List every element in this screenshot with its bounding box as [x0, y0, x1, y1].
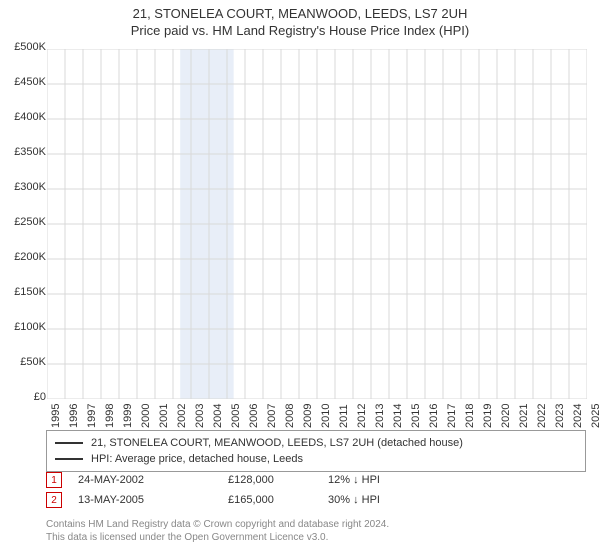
chart-titles: 21, STONELEA COURT, MEANWOOD, LEEDS, LS7… — [0, 0, 600, 38]
footer: Contains HM Land Registry data © Crown c… — [46, 518, 586, 544]
x-tick-label: 2015 — [410, 404, 422, 428]
x-tick-label: 2006 — [248, 404, 260, 428]
tx-date-2: 13-MAY-2005 — [78, 494, 228, 506]
x-tick-label: 2019 — [482, 404, 494, 428]
footer-line-1: Contains HM Land Registry data © Crown c… — [46, 518, 586, 531]
chart-container: 21, STONELEA COURT, MEANWOOD, LEEDS, LS7… — [0, 0, 600, 560]
legend: 21, STONELEA COURT, MEANWOOD, LEEDS, LS7… — [46, 430, 586, 472]
legend-label-property: 21, STONELEA COURT, MEANWOOD, LEEDS, LS7… — [91, 435, 463, 451]
table-row: 2 13-MAY-2005 £165,000 30% ↓ HPI — [46, 490, 586, 510]
x-tick-label: 1999 — [122, 404, 134, 428]
x-tick-label: 2023 — [554, 404, 566, 428]
x-tick-label: 2022 — [536, 404, 548, 428]
tx-marker-1: 1 — [46, 472, 62, 488]
transaction-table: 1 24-MAY-2002 £128,000 12% ↓ HPI 2 13-MA… — [46, 470, 586, 510]
y-tick-label: £100K — [2, 321, 46, 333]
x-tick-label: 1996 — [68, 404, 80, 428]
plot-svg — [47, 49, 587, 399]
legend-row-property: 21, STONELEA COURT, MEANWOOD, LEEDS, LS7… — [55, 435, 577, 451]
tx-hpi-1: 12% ↓ HPI — [328, 474, 428, 486]
x-tick-label: 2007 — [266, 404, 278, 428]
table-row: 1 24-MAY-2002 £128,000 12% ↓ HPI — [46, 470, 586, 490]
x-tick-label: 2017 — [446, 404, 458, 428]
x-tick-label: 2010 — [320, 404, 332, 428]
legend-label-hpi: HPI: Average price, detached house, Leed… — [91, 451, 303, 467]
x-tick-label: 2020 — [500, 404, 512, 428]
x-tick-label: 2011 — [338, 404, 350, 428]
x-tick-label: 1997 — [86, 404, 98, 428]
y-tick-label: £350K — [2, 146, 46, 158]
x-tick-label: 1998 — [104, 404, 116, 428]
title-main: 21, STONELEA COURT, MEANWOOD, LEEDS, LS7… — [0, 6, 600, 21]
y-tick-label: £0 — [2, 391, 46, 403]
x-tick-label: 2005 — [230, 404, 242, 428]
tx-hpi-2: 30% ↓ HPI — [328, 494, 428, 506]
title-sub: Price paid vs. HM Land Registry's House … — [0, 23, 600, 38]
tx-marker-2: 2 — [46, 492, 62, 508]
tx-price-2: £165,000 — [228, 494, 328, 506]
tx-price-1: £128,000 — [228, 474, 328, 486]
y-tick-label: £150K — [2, 286, 46, 298]
y-tick-label: £50K — [2, 356, 46, 368]
x-tick-label: 2003 — [194, 404, 206, 428]
plot-area — [46, 48, 586, 398]
x-tick-label: 2001 — [158, 404, 170, 428]
footer-line-2: This data is licensed under the Open Gov… — [46, 531, 586, 544]
y-tick-label: £200K — [2, 251, 46, 263]
x-tick-label: 2012 — [356, 404, 368, 428]
y-tick-label: £400K — [2, 111, 46, 123]
y-tick-label: £250K — [2, 216, 46, 228]
legend-swatch-property — [55, 442, 83, 444]
x-tick-label: 2018 — [464, 404, 476, 428]
x-tick-label: 2009 — [302, 404, 314, 428]
x-tick-label: 2021 — [518, 404, 530, 428]
x-tick-label: 2002 — [176, 404, 188, 428]
x-tick-label: 2014 — [392, 404, 404, 428]
x-tick-label: 2016 — [428, 404, 440, 428]
legend-row-hpi: HPI: Average price, detached house, Leed… — [55, 451, 577, 467]
y-tick-label: £450K — [2, 76, 46, 88]
x-tick-label: 2024 — [572, 404, 584, 428]
tx-date-1: 24-MAY-2002 — [78, 474, 228, 486]
x-tick-label: 1995 — [50, 404, 62, 428]
y-tick-label: £300K — [2, 181, 46, 193]
x-tick-label: 2025 — [590, 404, 600, 428]
x-tick-label: 2000 — [140, 404, 152, 428]
x-tick-label: 2004 — [212, 404, 224, 428]
x-tick-label: 2013 — [374, 404, 386, 428]
x-tick-label: 2008 — [284, 404, 296, 428]
y-tick-label: £500K — [2, 41, 46, 53]
legend-swatch-hpi — [55, 458, 83, 460]
